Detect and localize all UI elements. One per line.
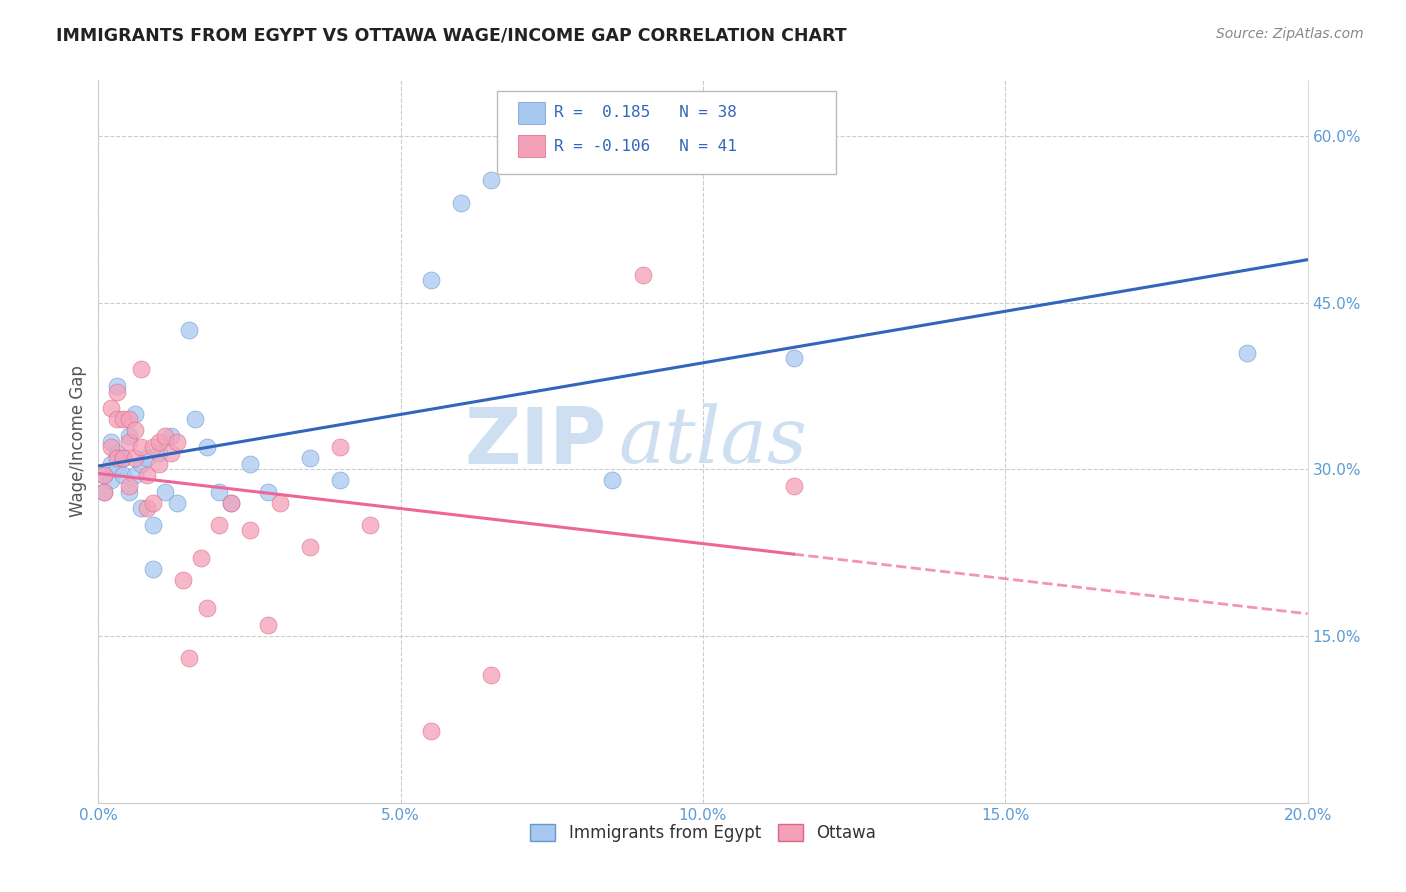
Point — [190, 551, 212, 566]
Point — [118, 484, 141, 499]
Point — [481, 668, 503, 682]
Point — [135, 451, 157, 466]
Point — [239, 524, 262, 538]
Point — [166, 496, 188, 510]
Point — [299, 451, 322, 466]
Point — [153, 484, 176, 499]
Point — [100, 401, 122, 416]
Point — [221, 496, 243, 510]
Point — [93, 484, 115, 499]
Point — [105, 462, 128, 476]
Text: atlas: atlas — [619, 403, 807, 480]
Text: R =  0.185   N = 38: R = 0.185 N = 38 — [554, 105, 737, 120]
FancyBboxPatch shape — [517, 102, 544, 124]
Point — [111, 467, 134, 482]
Point — [783, 479, 806, 493]
Point — [221, 496, 243, 510]
Text: ZIP: ZIP — [464, 403, 606, 480]
Point — [105, 451, 128, 466]
Point — [124, 424, 146, 438]
Point — [783, 351, 806, 366]
Point — [420, 273, 443, 287]
Point — [100, 474, 122, 488]
Point — [148, 445, 170, 459]
Point — [160, 429, 183, 443]
Point — [100, 434, 122, 449]
Point — [172, 574, 194, 588]
Point — [195, 440, 218, 454]
Point — [142, 496, 165, 510]
Point — [118, 434, 141, 449]
Point — [256, 618, 278, 632]
Text: Source: ZipAtlas.com: Source: ZipAtlas.com — [1216, 27, 1364, 41]
Point — [420, 723, 443, 738]
Point — [299, 540, 322, 554]
Point — [195, 601, 218, 615]
Point — [135, 501, 157, 516]
Point — [239, 457, 262, 471]
Point — [129, 440, 152, 454]
Point — [105, 384, 128, 399]
Point — [148, 434, 170, 449]
Text: IMMIGRANTS FROM EGYPT VS OTTAWA WAGE/INCOME GAP CORRELATION CHART: IMMIGRANTS FROM EGYPT VS OTTAWA WAGE/INC… — [56, 27, 846, 45]
Point — [124, 407, 146, 421]
Point — [142, 440, 165, 454]
Point — [329, 474, 352, 488]
Point — [93, 467, 115, 482]
Point — [100, 457, 122, 471]
Point — [142, 562, 165, 576]
Point — [93, 467, 115, 482]
Point — [118, 412, 141, 426]
FancyBboxPatch shape — [498, 91, 837, 174]
Point — [256, 484, 278, 499]
Point — [118, 479, 141, 493]
Point — [124, 467, 146, 482]
Point — [208, 484, 231, 499]
Point — [153, 429, 176, 443]
Point — [111, 412, 134, 426]
Point — [166, 434, 188, 449]
Point — [105, 379, 128, 393]
Point — [148, 457, 170, 471]
Point — [184, 412, 207, 426]
Point — [631, 268, 654, 282]
Point — [118, 429, 141, 443]
Point — [129, 501, 152, 516]
Legend: Immigrants from Egypt, Ottawa: Immigrants from Egypt, Ottawa — [523, 817, 883, 848]
Point — [100, 440, 122, 454]
Point — [179, 651, 201, 665]
Point — [450, 195, 472, 210]
Text: R = -0.106   N = 41: R = -0.106 N = 41 — [554, 138, 737, 153]
Point — [160, 445, 183, 459]
Point — [111, 451, 134, 466]
Point — [124, 451, 146, 466]
Point — [481, 173, 503, 187]
Point — [135, 467, 157, 482]
FancyBboxPatch shape — [517, 136, 544, 157]
Point — [179, 323, 201, 337]
Point — [93, 484, 115, 499]
Point — [129, 457, 152, 471]
Point — [269, 496, 291, 510]
Point — [329, 440, 352, 454]
Point — [105, 445, 128, 459]
Point — [1236, 345, 1258, 359]
Point — [129, 362, 152, 376]
Point — [208, 517, 231, 532]
Y-axis label: Wage/Income Gap: Wage/Income Gap — [69, 366, 87, 517]
Point — [111, 451, 134, 466]
Point — [142, 517, 165, 532]
Point — [105, 412, 128, 426]
Point — [602, 474, 624, 488]
Point — [360, 517, 382, 532]
